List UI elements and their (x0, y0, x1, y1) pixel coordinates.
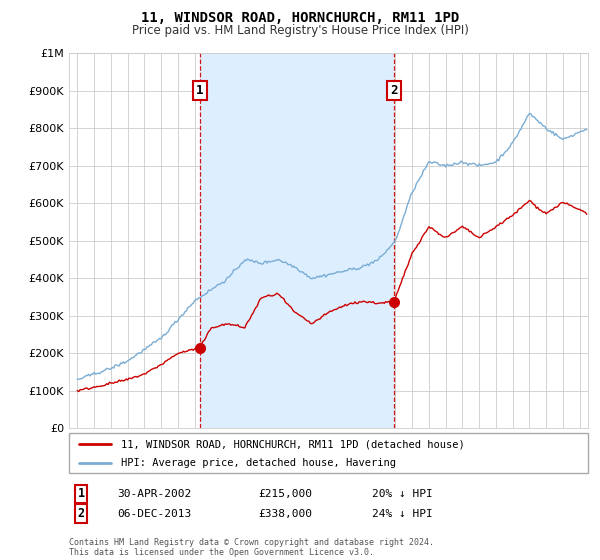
Text: Price paid vs. HM Land Registry's House Price Index (HPI): Price paid vs. HM Land Registry's House … (131, 24, 469, 36)
Text: 24% ↓ HPI: 24% ↓ HPI (372, 508, 433, 519)
Text: 11, WINDSOR ROAD, HORNCHURCH, RM11 1PD (detached house): 11, WINDSOR ROAD, HORNCHURCH, RM11 1PD (… (121, 439, 464, 449)
Text: £338,000: £338,000 (258, 508, 312, 519)
Text: 2: 2 (391, 84, 398, 97)
Text: Contains HM Land Registry data © Crown copyright and database right 2024.
This d: Contains HM Land Registry data © Crown c… (69, 538, 434, 557)
FancyBboxPatch shape (69, 433, 588, 473)
Text: 1: 1 (77, 487, 85, 501)
Text: 06-DEC-2013: 06-DEC-2013 (117, 508, 191, 519)
Text: 20% ↓ HPI: 20% ↓ HPI (372, 489, 433, 499)
Text: 1: 1 (196, 84, 204, 97)
Text: 30-APR-2002: 30-APR-2002 (117, 489, 191, 499)
Text: £215,000: £215,000 (258, 489, 312, 499)
Bar (200, 53, 394, 428)
Text: 2: 2 (77, 507, 85, 520)
Text: HPI: Average price, detached house, Havering: HPI: Average price, detached house, Have… (121, 458, 396, 468)
Text: 11, WINDSOR ROAD, HORNCHURCH, RM11 1PD: 11, WINDSOR ROAD, HORNCHURCH, RM11 1PD (141, 11, 459, 25)
